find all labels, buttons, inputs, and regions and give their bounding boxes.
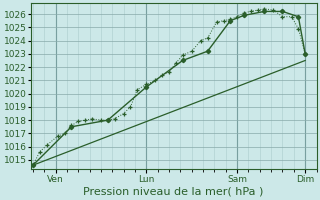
X-axis label: Pression niveau de la mer( hPa ): Pression niveau de la mer( hPa ) — [84, 187, 264, 197]
